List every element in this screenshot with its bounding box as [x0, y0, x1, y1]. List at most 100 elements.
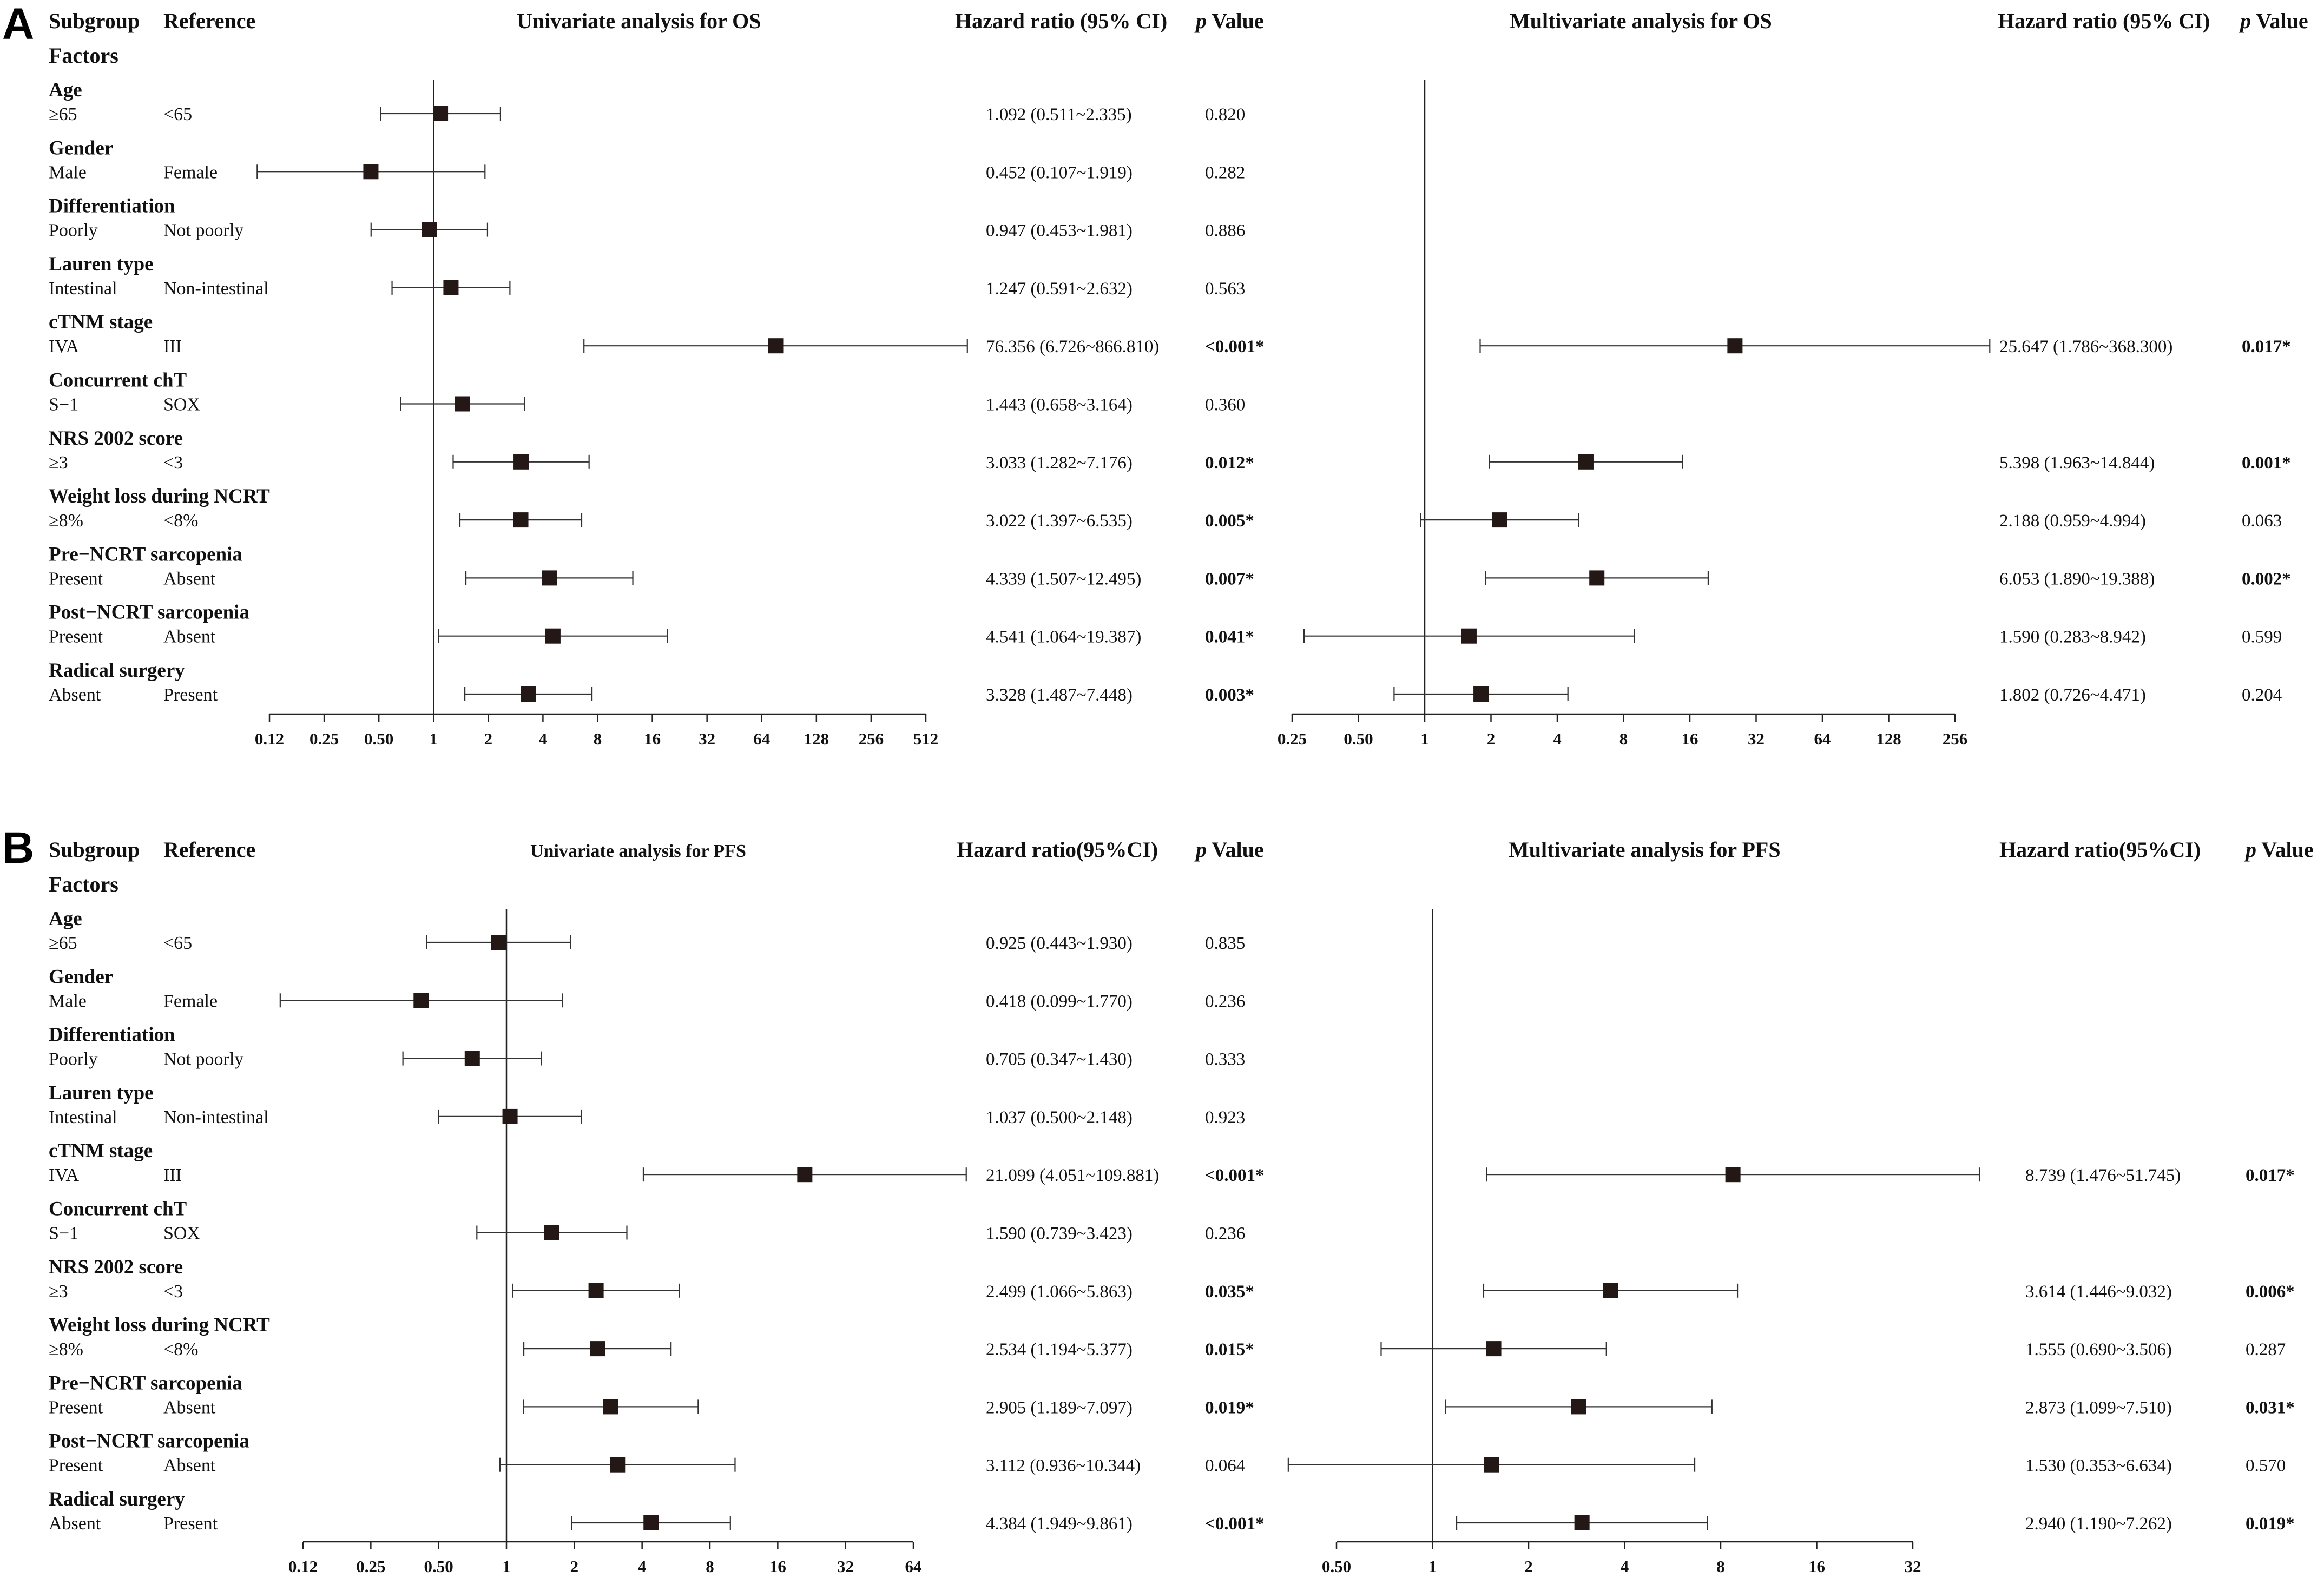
panel-b-row-pre-ncrt-sarcopenia-reference-label: Absent [163, 1397, 216, 1417]
panel-b-multivariate-row-radical-surgery-hr-point [1574, 1515, 1590, 1530]
panel-b-univariate-row-pre-ncrt-sarcopenia-hr-text: 2.905 (1.189~7.097) [986, 1398, 1133, 1417]
panel-a-row-pre-ncrt-sarcopenia-reference-label: Absent [163, 569, 216, 589]
panel-a-multivariate-row-ctnm-stage-p-value: 0.017* [2242, 337, 2291, 356]
panel-b-univariate-row-concurrent-cht-hr-point [544, 1225, 559, 1240]
panel-b-row-differentiation-subgroup-label: Poorly [49, 1049, 98, 1069]
panel-b-univariate-row-post-ncrt-sarcopenia-hr-point [610, 1457, 626, 1473]
panel-b-multivariate-tick-label: 4 [1621, 1557, 1629, 1576]
panel-b-univariate-row-nrs-2002-score-p-value: 0.035* [1205, 1282, 1254, 1302]
panel-b-univariate-tick-label: 2 [570, 1557, 579, 1576]
panel-b-univariate-row-differentiation-p-value: 0.333 [1205, 1050, 1245, 1069]
panel-a-univariate-row-differentiation-p-value: 0.886 [1205, 221, 1245, 241]
panel-a-univariate-tick-label: 32 [699, 729, 715, 748]
panel-a-row-nrs-2002-score-factor-label: NRS 2002 score [49, 427, 183, 450]
panel-a-univariate-row-age-hr-point [433, 106, 449, 121]
panel-a-univariate-row-gender-hr-text: 0.452 (0.107~1.919) [986, 163, 1133, 182]
panel-b-multivariate-row-weight-loss-during-ncrt-hr-point [1486, 1341, 1502, 1357]
panel-b-row-weight-loss-during-ncrt-subgroup-label: ≥8% [49, 1339, 83, 1359]
panel-a-univariate-row-pre-ncrt-sarcopenia-hr-point [542, 570, 557, 586]
panel-a-multivariate-values: 25.647 (1.786~368.300) 0.017* 5.398 (1.963… [1999, 337, 2291, 705]
panel-a-multivariate-row-ctnm-stage-hr-text: 25.647 (1.786~368.300) [1999, 337, 2172, 356]
panel-b-multivariate-row-weight-loss-during-ncrt-p-value: 0.287 [2246, 1340, 2286, 1359]
panel-a-multivariate-row-radical-surgery-hr-point [1473, 686, 1489, 702]
panel-b-univariate-tick-label: 4 [638, 1557, 647, 1576]
panel-a-row-differentiation-factor-label: Differentiation [49, 195, 175, 217]
panel-a-univariate-row-pre-ncrt-sarcopenia-p-value: 0.007* [1205, 569, 1254, 589]
panel-a-univariate-row-lauren-type-hr-point [443, 280, 459, 295]
panel-b-row-concurrent-cht-reference-label: SOX [163, 1224, 200, 1244]
panel-a-multivariate-tick-label: 32 [1748, 729, 1765, 748]
panel-b-univariate-row-pre-ncrt-sarcopenia-p-value: 0.019* [1205, 1398, 1254, 1417]
panel-b-multivariate-row-nrs-2002-score-hr-point [1603, 1283, 1618, 1298]
panel-a-univariate-row-radical-surgery-p-value: 0.003* [1205, 685, 1254, 705]
panel-a-row-post-ncrt-sarcopenia-subgroup-label: Present [49, 627, 103, 647]
panel-b-subgroup-header: Subgroup [49, 837, 140, 862]
panel-b-univariate-hr-header: Hazard ratio(95%CI) [957, 837, 1158, 862]
panel-b-row-age-subgroup-label: ≥65 [49, 933, 77, 953]
panel-b-row-radical-surgery-reference-label: Present [163, 1514, 218, 1534]
panel-a-multivariate-row-weight-loss-during-ncrt-hr-point [1492, 512, 1507, 528]
panel-b-multivariate-row-ctnm-stage-hr-text: 8.739 (1.476~51.745) [2025, 1166, 2181, 1185]
panel-a-row-concurrent-cht-factor-label: Concurrent chT [49, 369, 187, 392]
panel-b-row-gender-subgroup-label: Male [49, 991, 87, 1011]
panel-a-univariate-p-header: p Value [1194, 9, 1264, 33]
panel-a-row-radical-surgery-factor-label: Radical surgery [49, 659, 185, 682]
panel-a-univariate-title: Univariate analysis for OS [517, 9, 761, 33]
panel-b-univariate-row-age-hr-point [491, 935, 506, 950]
panel-b-univariate-tick-label: 0.50 [424, 1557, 453, 1576]
panel-b-reference-header: Reference [163, 837, 255, 862]
panel-b-univariate-row-post-ncrt-sarcopenia-hr-text: 3.112 (0.936~10.344) [986, 1456, 1141, 1476]
panel-a-multivariate-tick-label: 128 [1876, 729, 1901, 748]
panel-a-row-lauren-type-reference-label: Non-intestinal [163, 279, 269, 299]
panel-a-row-age-factor-label: Age [49, 79, 82, 101]
panel-a-row-labels: Age ≥65 <65 Gender Male Female Differentiation… [49, 79, 270, 705]
panel-b-univariate-row-differentiation-hr-text: 0.705 (0.347~1.430) [986, 1050, 1133, 1069]
panel-a-univariate-row-nrs-2002-score-p-value: 0.012* [1205, 453, 1254, 473]
panel-a-univariate-tick-label: 64 [753, 729, 770, 748]
panel-a-univariate-row-age-hr-text: 1.092 (0.511~2.335) [986, 105, 1132, 124]
panel-a-row-post-ncrt-sarcopenia-reference-label: Absent [163, 627, 216, 647]
panel-b-univariate-row-age-hr-text: 0.925 (0.443~1.930) [986, 934, 1133, 953]
panel-a-univariate-row-lauren-type-p-value: 0.563 [1205, 279, 1245, 299]
panel-a-univariate-values: 1.092 (0.511~2.335) 0.820 0.452 (0.107~1.9… [986, 105, 1265, 705]
panel-b-multivariate-row-weight-loss-during-ncrt-hr-text: 1.555 (0.690~3.506) [2025, 1340, 2172, 1359]
panel-b-univariate-tick-label: 1 [502, 1557, 511, 1576]
panel-b-multivariate-p-header: p Value [2244, 837, 2314, 862]
panel-b-univariate-row-nrs-2002-score-hr-text: 2.499 (1.066~5.863) [986, 1282, 1133, 1302]
panel-b-row-weight-loss-during-ncrt-reference-label: <8% [163, 1339, 199, 1359]
panel-b-univariate-tick-label: 8 [706, 1557, 714, 1576]
panel-b-univariate-title: Univariate analysis for PFS [530, 841, 746, 861]
panel-b-univariate-plot: 0.12 0.25 0.50 1 2 4 8 16 32 64 [279, 909, 967, 1576]
panel-b-multivariate-tick-label: 16 [1808, 1557, 1825, 1576]
panel-a-row-radical-surgery-subgroup-label: Absent [49, 685, 101, 705]
panel-a-univariate-row-pre-ncrt-sarcopenia-hr-text: 4.339 (1.507~12.495) [986, 569, 1141, 589]
panel-b-row-post-ncrt-sarcopenia-factor-label: Post−NCRT sarcopenia [49, 1430, 249, 1452]
panel-a-row-weight-loss-during-ncrt-subgroup-label: ≥8% [49, 511, 83, 531]
panel-b-row-age-factor-label: Age [49, 908, 82, 930]
panel-b-univariate-row-radical-surgery-hr-point [643, 1515, 659, 1530]
panel-b-univariate-row-gender-hr-point [413, 993, 429, 1008]
panel-a-univariate-row-ctnm-stage-p-value: <0.001* [1205, 337, 1265, 356]
panel-b-multivariate-row-post-ncrt-sarcopenia-p-value: 0.570 [2246, 1456, 2286, 1476]
panel-a-row-pre-ncrt-sarcopenia-factor-label: Pre−NCRT sarcopenia [49, 543, 242, 565]
panel-b-row-pre-ncrt-sarcopenia-subgroup-label: Present [49, 1397, 103, 1417]
panel-a-multivariate-tick-label: 64 [1814, 729, 1831, 748]
panel-a-multivariate-row-weight-loss-during-ncrt-hr-text: 2.188 (0.959~4.994) [1999, 511, 2146, 531]
panel-b-multivariate-tick-label: 1 [1428, 1557, 1437, 1576]
panel-b-univariate-row-lauren-type-hr-point [502, 1108, 518, 1124]
panel-a-multivariate-tick-label: 2 [1487, 729, 1496, 748]
panel-b-univariate-row-weight-loss-during-ncrt-p-value: 0.015* [1205, 1340, 1254, 1359]
panel-b-univariate-row-nrs-2002-score-hr-point [588, 1283, 604, 1298]
panel-a-univariate-row-gender-p-value: 0.282 [1205, 163, 1245, 182]
panel-a-multivariate-row-weight-loss-during-ncrt-p-value: 0.063 [2242, 511, 2282, 531]
panel-b-univariate-row-differentiation-hr-point [464, 1051, 480, 1066]
panel-a-univariate-row-gender-hr-point [363, 164, 379, 180]
panel-a-row-gender-reference-label: Female [163, 162, 218, 182]
panel-a-row-weight-loss-during-ncrt-reference-label: <8% [163, 511, 199, 531]
panel-a-row-differentiation-reference-label: Not poorly [163, 221, 243, 241]
panel-a-univariate-row-age-p-value: 0.820 [1205, 105, 1245, 124]
panel-b-factors-header: Factors [49, 872, 118, 896]
panel-b-univariate-row-age-p-value: 0.835 [1205, 934, 1245, 953]
panel-a-row-gender-subgroup-label: Male [49, 162, 87, 182]
panel-b-multivariate-tick-label: 0.50 [1322, 1557, 1351, 1576]
